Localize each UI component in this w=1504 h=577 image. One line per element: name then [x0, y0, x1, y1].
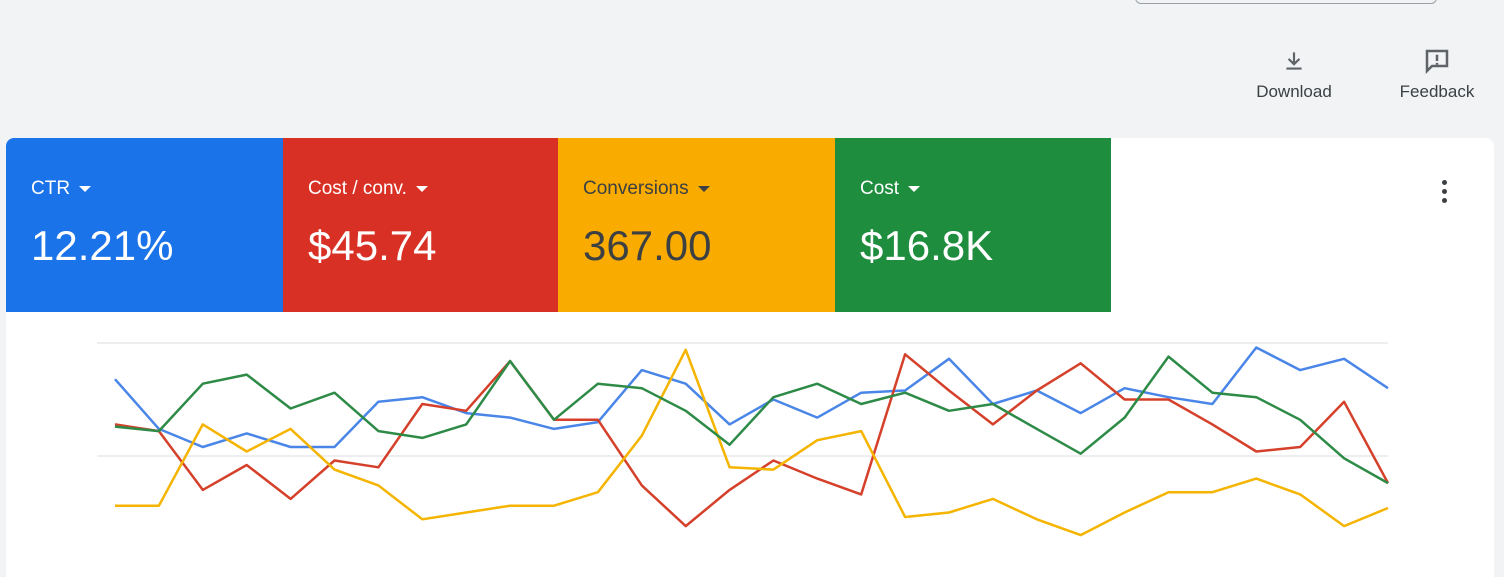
download-button[interactable]: Download — [1239, 48, 1349, 102]
metric-value: $16.8K — [860, 222, 994, 269]
series-line — [114, 355, 1389, 485]
metric-label-text: CTR — [31, 178, 71, 199]
metric-value: 12.21% — [31, 222, 174, 269]
download-label: Download — [1256, 82, 1332, 101]
dropdown-arrow — [908, 185, 921, 192]
metric-tile[interactable]: Cost $16.8K — [835, 138, 1111, 312]
dropdown-arrow — [79, 185, 92, 192]
metric-tile[interactable]: CTR 12.21% — [6, 138, 283, 312]
feedback-button[interactable]: Feedback — [1382, 46, 1492, 102]
series-line — [114, 346, 1389, 449]
line-chart — [97, 342, 1390, 537]
feedback-icon — [1425, 49, 1449, 75]
metric-label-text: Cost — [860, 178, 900, 199]
series-line — [114, 353, 1390, 528]
download-icon — [1286, 52, 1302, 70]
metric-value: 367.00 — [583, 222, 712, 269]
series-line — [115, 348, 1389, 537]
feedback-label: Feedback — [1399, 82, 1475, 101]
more-menu[interactable] — [1442, 180, 1448, 203]
metric-tile[interactable]: Conversions 367.00 — [558, 138, 835, 312]
metric-label: Cost — [860, 178, 921, 200]
metric-label: Conversions — [583, 178, 710, 200]
search-box[interactable] — [1135, 0, 1437, 4]
metric-label: Cost / conv. — [308, 178, 428, 200]
dropdown-arrow — [415, 185, 428, 192]
metric-label-text: Conversions — [583, 178, 689, 199]
dropdown-arrow — [697, 185, 710, 192]
performance-card: CTR 12.21% Cost / conv. $45.74 Conversions 36… — [6, 138, 1494, 577]
metric-tile[interactable]: Cost / conv. $45.74 — [283, 138, 558, 312]
metric-label: CTR — [31, 178, 92, 200]
metric-value: $45.74 — [308, 222, 437, 269]
metric-label-text: Cost / conv. — [308, 178, 407, 199]
